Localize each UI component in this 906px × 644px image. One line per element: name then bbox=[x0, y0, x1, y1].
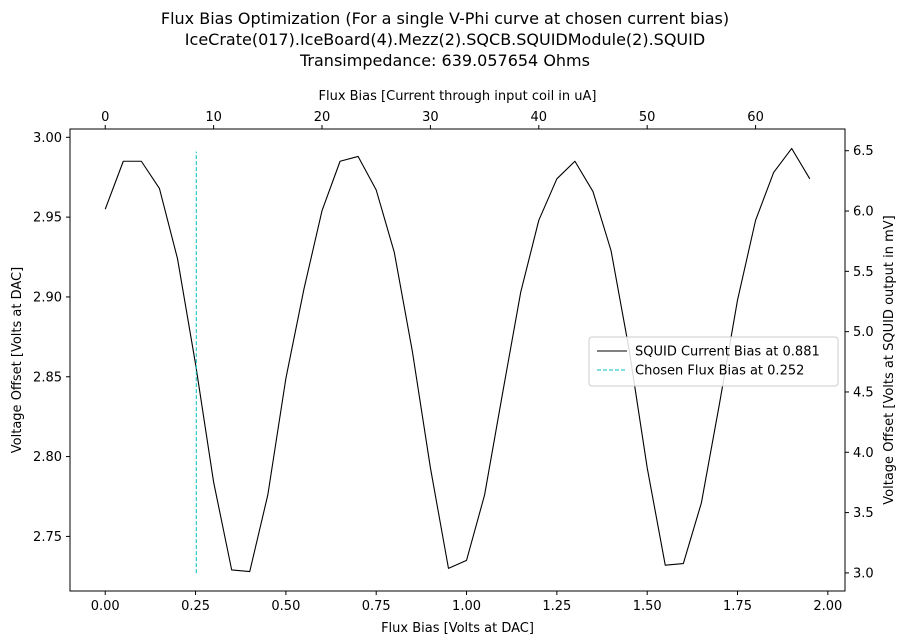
y-axis-ticks: 2.75 2.80 2.85 2.90 2.95 3.00 bbox=[33, 131, 70, 545]
top-x-tick-label: 50 bbox=[639, 110, 656, 125]
legend: SQUID Current Bias at 0.881 Chosen Flux … bbox=[588, 336, 839, 387]
chart-title-line-2: IceCrate(017).IceBoard(4).Mezz(2).SQCB.S… bbox=[185, 30, 705, 49]
top-x-axis-ticks: 0 10 20 30 40 50 60 bbox=[101, 110, 764, 129]
top-x-tick-label: 30 bbox=[422, 110, 439, 125]
right-y-tick-label: 4.0 bbox=[853, 446, 874, 461]
y-tick-label: 2.95 bbox=[33, 211, 62, 226]
legend-box bbox=[588, 336, 839, 387]
y-tick-label: 2.80 bbox=[33, 450, 62, 465]
x-tick-label: 1.25 bbox=[542, 599, 571, 614]
right-y-axis-label: Voltage Offset [Volts at SQUID output in… bbox=[882, 215, 897, 504]
x-tick-label: 0.75 bbox=[362, 599, 391, 614]
top-x-tick-label: 10 bbox=[205, 110, 222, 125]
top-x-tick-label: 40 bbox=[531, 110, 548, 125]
x-tick-label: 0.50 bbox=[271, 599, 300, 614]
x-tick-label: 0.25 bbox=[181, 599, 210, 614]
top-x-axis-label: Flux Bias [Current through input coil in… bbox=[318, 89, 596, 104]
y-tick-label: 3.00 bbox=[33, 131, 62, 146]
top-x-tick-label: 0 bbox=[101, 110, 109, 125]
legend-label-squid-current-bias: SQUID Current Bias at 0.881 bbox=[635, 345, 820, 360]
right-y-tick-label: 6.5 bbox=[853, 144, 874, 159]
y-axis-label: Voltage Offset [Volts at DAC] bbox=[10, 267, 25, 453]
right-y-tick-label: 5.5 bbox=[853, 265, 874, 280]
right-y-tick-label: 6.0 bbox=[853, 205, 874, 220]
chart-title-line-3: Transimpedance: 639.057654 Ohms bbox=[299, 51, 590, 70]
x-axis-ticks: 0.00 0.25 0.50 0.75 1.00 1.25 1.50 1.75 2.00 bbox=[91, 591, 842, 614]
x-tick-label: 0.00 bbox=[91, 599, 120, 614]
x-tick-label: 1.75 bbox=[723, 599, 752, 614]
y-tick-label: 2.75 bbox=[33, 530, 62, 545]
right-y-tick-label: 4.5 bbox=[853, 385, 874, 400]
right-y-tick-label: 3.0 bbox=[853, 566, 874, 581]
top-x-tick-label: 20 bbox=[314, 110, 331, 125]
y-tick-label: 2.90 bbox=[33, 290, 62, 305]
top-x-tick-label: 60 bbox=[747, 110, 764, 125]
right-y-axis-ticks: 3.0 3.5 4.0 4.5 5.0 5.5 6.0 6.5 bbox=[845, 144, 874, 581]
x-tick-label: 1.50 bbox=[633, 599, 662, 614]
plot-area-frame bbox=[69, 128, 846, 592]
x-tick-label: 2.00 bbox=[813, 599, 842, 614]
chart-title-line-1: Flux Bias Optimization (For a single V-P… bbox=[161, 9, 729, 28]
y-tick-label: 2.85 bbox=[33, 370, 62, 385]
right-y-tick-label: 5.0 bbox=[853, 325, 874, 340]
series-line-squid-current-bias bbox=[104, 147, 811, 573]
right-y-tick-label: 3.5 bbox=[853, 506, 874, 521]
x-tick-label: 1.00 bbox=[452, 599, 481, 614]
x-axis-label: Flux Bias [Volts at DAC] bbox=[381, 621, 534, 636]
series-layer bbox=[104, 147, 811, 574]
legend-label-chosen-flux-bias: Chosen Flux Bias at 0.252 bbox=[635, 364, 804, 379]
